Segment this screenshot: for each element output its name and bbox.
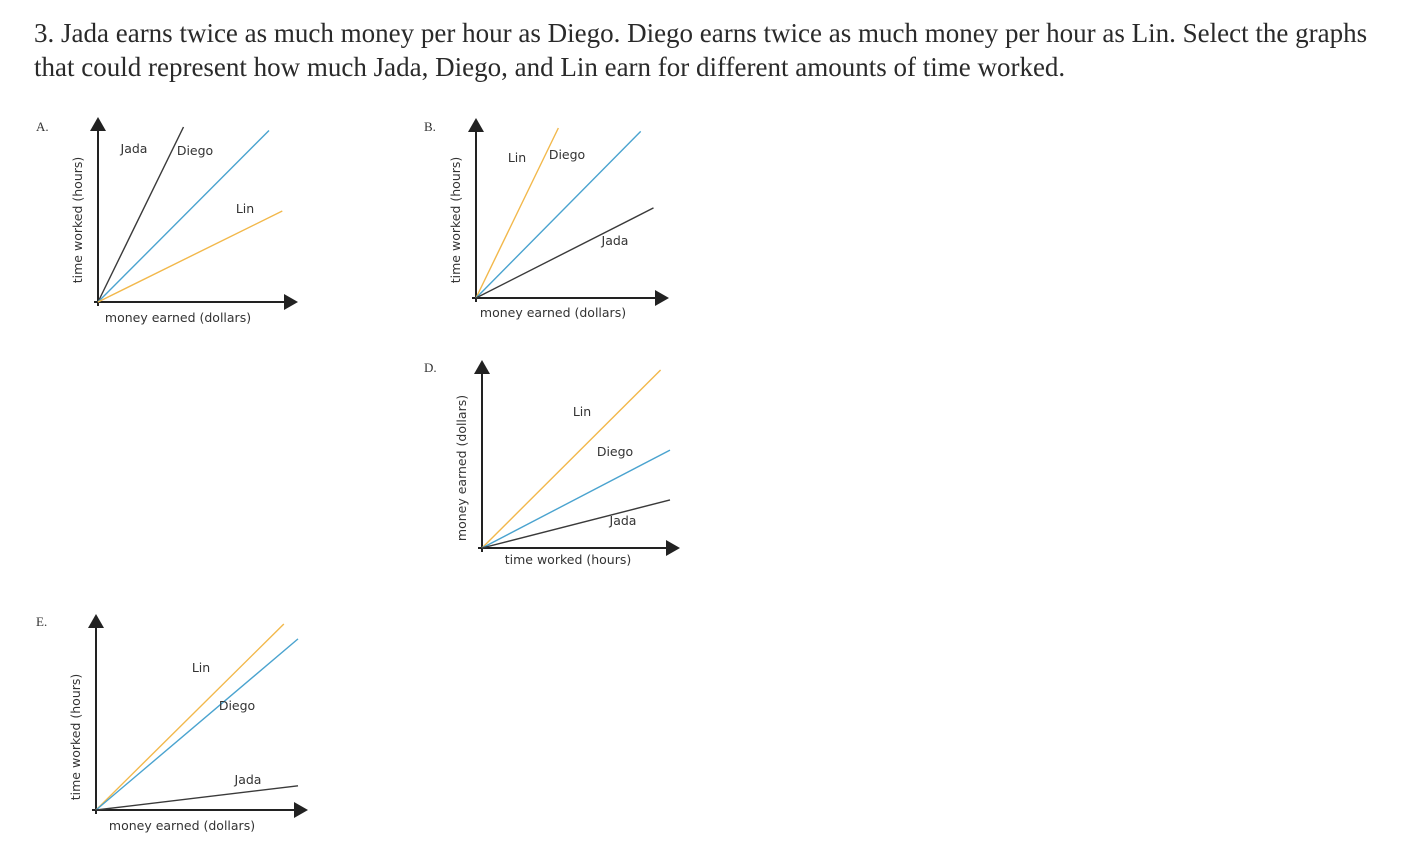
y-axis-label: time worked (hours)	[448, 157, 463, 284]
line-label-diego: Diego	[219, 698, 255, 713]
graph-e[interactable]: E. time worked (hours) money earned (doll…	[30, 612, 320, 847]
line-lin	[97, 210, 283, 303]
line-label-diego: Diego	[549, 147, 585, 162]
y-axis-label: time worked (hours)	[70, 157, 85, 284]
line-label-diego: Diego	[597, 444, 633, 459]
graph-d[interactable]: D. money earned (dollars) time worked (ho…	[410, 358, 700, 583]
graph-e-plot: time worked (hours) money earned (dollars…	[68, 614, 308, 833]
x-axis-label: money earned (dollars)	[105, 310, 251, 325]
graph-letter: B.	[424, 119, 436, 134]
line-label-lin: Lin	[236, 201, 254, 216]
line-label-diego: Diego	[177, 143, 213, 158]
graph-letter: D.	[424, 360, 437, 375]
line-jada	[97, 126, 185, 303]
line-diego	[97, 130, 270, 303]
x-axis-label: money earned (dollars)	[480, 305, 626, 320]
question-text: 3. Jada earns twice as much money per ho…	[34, 18, 1368, 82]
line-diego	[475, 130, 642, 299]
line-label-lin: Lin	[508, 150, 526, 165]
x-axis-label: time worked (hours)	[505, 552, 632, 567]
line-label-jada: Jada	[120, 141, 148, 156]
line-jada	[475, 207, 654, 299]
line-lin	[95, 623, 285, 811]
line-label-jada: Jada	[609, 513, 637, 528]
line-diego	[95, 638, 299, 811]
graph-d-plot: money earned (dollars) time worked (hours…	[454, 360, 680, 567]
line-jada	[95, 785, 299, 811]
line-label-lin: Lin	[192, 660, 210, 675]
graph-letter: E.	[36, 614, 48, 629]
line-label-lin: Lin	[573, 404, 591, 419]
graph-b[interactable]: B. time worked (hours) money earned (doll…	[410, 115, 700, 340]
line-lin	[481, 369, 662, 549]
graph-a-plot: time worked (hours) money earned (dollars…	[70, 117, 298, 325]
graph-b-plot: time worked (hours) money earned (dollars…	[448, 118, 669, 320]
line-jada	[481, 499, 671, 549]
line-diego	[481, 449, 671, 549]
y-axis-label: money earned (dollars)	[454, 395, 469, 541]
line-label-jada: Jada	[234, 772, 262, 787]
line-label-jada: Jada	[601, 233, 629, 248]
graph-a[interactable]: A. time worked (hours) money earned (doll…	[30, 115, 320, 340]
y-axis-label: time worked (hours)	[68, 674, 83, 801]
graph-letter: A.	[36, 119, 49, 134]
line-lin	[475, 127, 559, 299]
x-axis-label: money earned (dollars)	[109, 818, 255, 833]
